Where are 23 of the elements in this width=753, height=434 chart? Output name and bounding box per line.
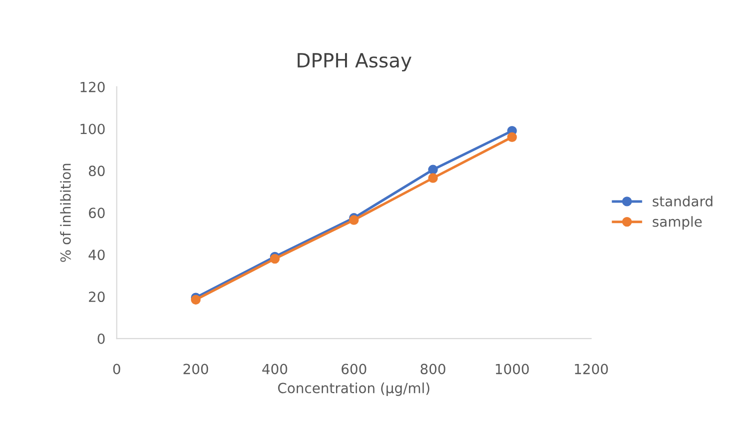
point bbox=[428, 164, 438, 175]
x-tick-label: 800 bbox=[420, 364, 446, 374]
y-tick-label: 20 bbox=[88, 292, 105, 302]
x-tick-label: 400 bbox=[262, 364, 288, 374]
x-axis-title: Concentration (µg/ml) bbox=[278, 382, 430, 396]
y-tick-label: 100 bbox=[80, 124, 105, 134]
y-tick-label: 0 bbox=[98, 333, 105, 344]
point bbox=[507, 132, 517, 142]
legend-label: standard bbox=[652, 196, 712, 206]
chart-title: DPPH Assay bbox=[298, 53, 412, 72]
x-tick-label: 600 bbox=[342, 364, 366, 374]
y-tick-label: 120 bbox=[80, 82, 105, 92]
x-tick-label: 1000 bbox=[496, 364, 529, 374]
y-tick-label: 80 bbox=[88, 166, 105, 176]
legend-label: sample bbox=[652, 216, 702, 230]
x-tick-label: 200 bbox=[184, 364, 208, 374]
x-tick-label: 1200 bbox=[574, 364, 608, 374]
y-tick-label: 40 bbox=[88, 250, 105, 260]
point bbox=[190, 294, 201, 305]
x-tick-label: 0 bbox=[113, 364, 120, 374]
y-tick-label: 60 bbox=[88, 208, 105, 218]
y-axis-title: % of inhibition bbox=[60, 164, 71, 262]
point bbox=[428, 173, 438, 183]
